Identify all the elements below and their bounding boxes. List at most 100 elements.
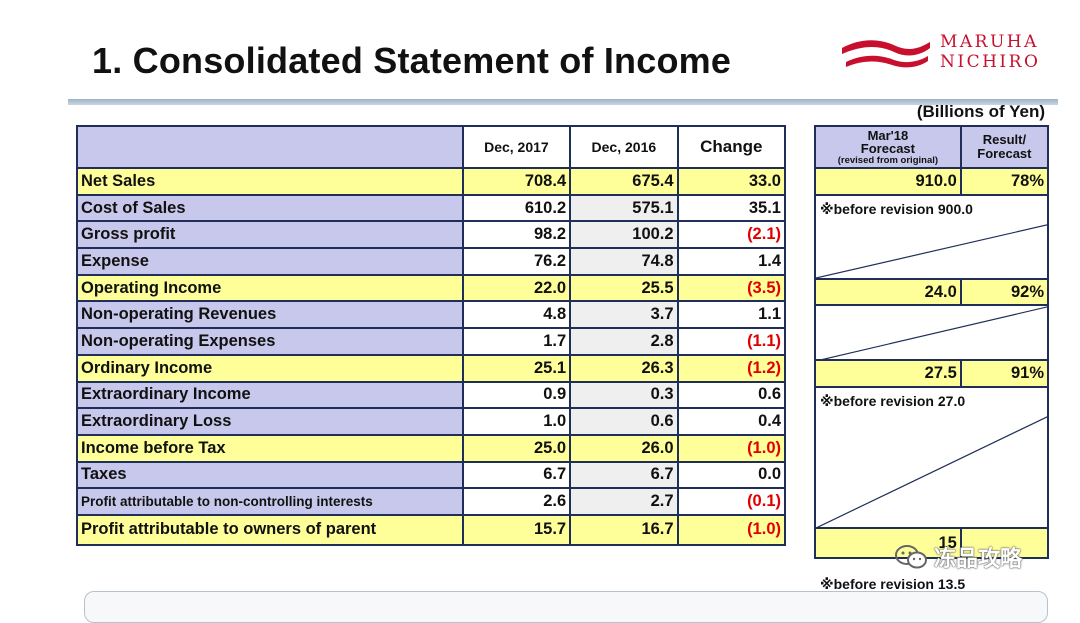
- value-dec-2016: 2.7: [569, 487, 679, 516]
- value-dec-2017: 22.0: [461, 273, 572, 303]
- value-dec-2017: 1.7: [461, 327, 572, 356]
- wechat-icon: [895, 545, 927, 569]
- forecast-row-profit-owners: 15: [814, 527, 1050, 560]
- value-change: 0.0: [676, 460, 787, 490]
- revision-note: ※before revision 27.0: [820, 393, 966, 410]
- result-ratio: 78%: [959, 167, 1050, 196]
- table-row: Non-operating Expenses 1.7 2.8 (1.1): [76, 327, 787, 356]
- forecast-value: 27.5: [814, 359, 962, 389]
- table-row: Non-operating Revenues 4.8 3.7 1.1: [76, 300, 787, 330]
- watermark-text: 冻品攻略: [934, 546, 1023, 571]
- result-ratio: 92%: [959, 277, 1050, 307]
- header-result-line1: Result/: [982, 132, 1027, 147]
- value-change: 1.4: [676, 247, 787, 276]
- watermark: 冻品攻略: [894, 542, 1022, 572]
- blank-cell-with-diagonal: ※before revision 900.0: [814, 193, 1049, 280]
- value-dec-2016: 2.8: [569, 327, 679, 356]
- blank-cell-with-diagonal: ※before revision 27.0: [814, 386, 1049, 530]
- value-dec-2017: 6.7: [461, 460, 572, 490]
- value-dec-2016: 675.4: [569, 167, 679, 196]
- row-label: Taxes: [76, 460, 464, 490]
- row-label: Expense: [76, 247, 464, 276]
- table-row: Gross profit 98.2 100.2 (2.1): [76, 220, 787, 250]
- value-change: (3.5): [676, 273, 787, 303]
- logo-text: MARUHA NICHIRO: [940, 32, 1040, 72]
- footer-note-box: [84, 591, 1048, 623]
- value-dec-2017: 4.8: [461, 300, 572, 330]
- table-row: Extraordinary Loss 1.0 0.6 0.4: [76, 407, 787, 436]
- value-dec-2017: 15.7: [461, 513, 572, 546]
- result-ratio: 91%: [959, 359, 1050, 389]
- value-change: 33.0: [676, 167, 787, 196]
- table-row: Profit attributable to non-controlling i…: [76, 487, 787, 516]
- value-dec-2016: 0.3: [569, 380, 679, 410]
- row-label: Cost of Sales: [76, 193, 464, 223]
- row-label: Non-operating Expenses: [76, 327, 464, 356]
- header-forecast-line1: Mar'18: [867, 127, 909, 143]
- forecast-blank-1: ※before revision 900.0: [814, 193, 1049, 280]
- value-dec-2016: 3.7: [569, 300, 679, 330]
- row-label: Profit attributable to non-controlling i…: [76, 487, 464, 516]
- blank-cell-with-diagonal: [814, 304, 1049, 362]
- table-header-row: Dec, 2017 Dec, 2016 Change: [76, 125, 787, 169]
- header-result-line2: Forecast: [977, 146, 1032, 161]
- table-row: Profit attributable to owners of parent 1…: [76, 513, 787, 546]
- row-label: Non-operating Revenues: [76, 300, 464, 330]
- value-dec-2016: 25.5: [569, 273, 679, 303]
- value-change: 0.4: [676, 407, 787, 436]
- header-dec-2016: Dec, 2016: [569, 125, 679, 169]
- table-row: Operating Income 22.0 25.5 (3.5): [76, 273, 787, 303]
- forecast-row-net-sales: 910.0 78%: [814, 167, 1050, 196]
- logo-text-line1: MARUHA: [940, 32, 1039, 52]
- header-change: Change: [676, 125, 787, 169]
- forecast-row-operating-income: 24.0 92%: [814, 277, 1050, 307]
- row-label: Income before Tax: [76, 433, 464, 463]
- value-change: (1.2): [676, 353, 787, 383]
- header-forecast: Mar'18 Forecast (revised from original): [814, 125, 962, 169]
- table-row: Expense 76.2 74.8 1.4: [76, 247, 787, 276]
- value-dec-2016: 575.1: [569, 193, 679, 223]
- table-row: Taxes 6.7 6.7 0.0: [76, 460, 787, 490]
- logo-wave-icon: [842, 40, 930, 68]
- forecast-value: 24.0: [814, 277, 962, 307]
- value-change: (2.1): [676, 220, 787, 250]
- forecast-blank-2: [814, 304, 1049, 362]
- header-dec-2017: Dec, 2017: [461, 125, 572, 169]
- value-change: (0.1): [676, 487, 787, 516]
- value-dec-2017: 2.6: [461, 487, 572, 516]
- income-statement-table: Dec, 2017 Dec, 2016 Change Net Sales 708.…: [76, 125, 787, 546]
- forecast-blank-3: ※before revision 27.0: [814, 386, 1049, 530]
- header-label-cell: [76, 125, 464, 169]
- row-label: Extraordinary Loss: [76, 407, 464, 436]
- table-row: Net Sales 708.4 675.4 33.0: [76, 167, 787, 196]
- value-dec-2016: 100.2: [569, 220, 679, 250]
- value-dec-2017: 25.1: [461, 353, 572, 383]
- units-label: (Billions of Yen): [916, 102, 1045, 121]
- value-change: (1.1): [676, 327, 787, 356]
- forecast-row-ordinary-income: 27.5 91%: [814, 359, 1050, 389]
- revision-note: ※before revision 900.0: [820, 200, 973, 217]
- value-dec-2016: 6.7: [569, 460, 679, 490]
- value-dec-2016: 0.6: [569, 407, 679, 436]
- value-dec-2017: 76.2: [461, 247, 572, 276]
- row-label: Profit attributable to owners of parent: [76, 513, 464, 546]
- value-dec-2017: 708.4: [461, 167, 572, 196]
- value-dec-2017: 98.2: [461, 220, 572, 250]
- diagonal-line: [826, 307, 1046, 359]
- page-title: 1. Consolidated Statement of Income: [92, 40, 732, 81]
- value-change: (1.0): [676, 513, 787, 546]
- row-label: Gross profit: [76, 220, 464, 250]
- value-change: 1.1: [676, 300, 787, 330]
- forecast-value: 15: [814, 527, 962, 560]
- value-change: 35.1: [676, 193, 787, 223]
- value-dec-2017: 25.0: [461, 433, 572, 463]
- company-logo: MARUHA NICHIRO: [840, 30, 1050, 78]
- header-result-forecast: Result/ Forecast: [959, 125, 1050, 169]
- result-ratio: [959, 527, 1050, 560]
- table-row: Extraordinary Income 0.9 0.3 0.6: [76, 380, 787, 410]
- table-row: Ordinary Income 25.1 26.3 (1.2): [76, 353, 787, 383]
- value-dec-2016: 26.0: [569, 433, 679, 463]
- title-divider: [68, 99, 1058, 105]
- value-dec-2016: 16.7: [569, 513, 679, 546]
- value-change: (1.0): [676, 433, 787, 463]
